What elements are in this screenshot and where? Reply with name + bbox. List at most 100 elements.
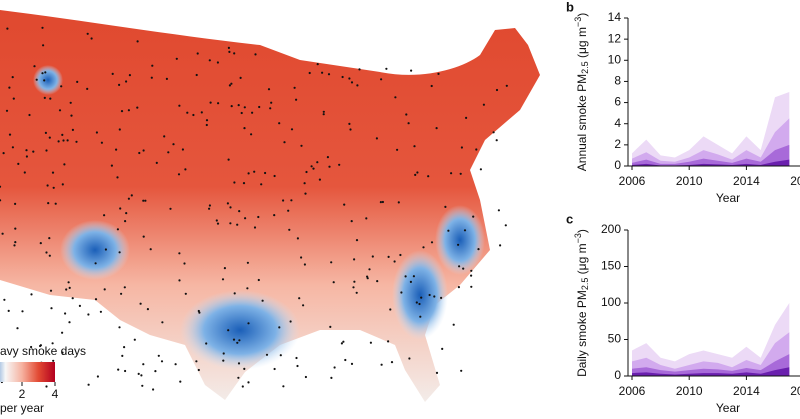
station-dot <box>216 222 220 225</box>
station-dot <box>470 274 473 277</box>
y-tick-label: 10 <box>608 52 622 66</box>
station-dot <box>118 83 121 86</box>
y-label-sub: 2.5 <box>580 61 590 74</box>
station-dot <box>120 292 123 295</box>
station-dot <box>44 71 47 74</box>
station-dot <box>16 327 19 330</box>
station-dot <box>237 362 241 365</box>
station-dot <box>264 171 267 175</box>
station-dot <box>260 183 263 186</box>
station-dot <box>197 309 200 313</box>
colorbar-tick-label: 2 <box>19 387 26 401</box>
station-dot <box>120 110 124 113</box>
station-dot <box>68 286 71 289</box>
station-dot <box>390 361 394 364</box>
station-dot <box>165 77 168 80</box>
station-dot <box>142 235 145 238</box>
station-dot <box>375 137 378 140</box>
station-dot <box>278 326 281 329</box>
station-dot <box>348 122 351 125</box>
station-dot <box>44 131 48 134</box>
station-dot <box>504 224 507 227</box>
station-dot <box>298 297 301 300</box>
station-dot <box>380 78 383 81</box>
station-dot <box>430 241 434 244</box>
station-dot <box>71 297 74 300</box>
station-dot <box>75 140 78 143</box>
station-dot <box>497 209 500 212</box>
station-dot <box>149 248 152 251</box>
station-dot <box>414 173 417 176</box>
station-dot <box>69 101 72 104</box>
station-dot <box>243 106 246 109</box>
station-dot <box>365 217 368 220</box>
station-dot <box>96 375 99 378</box>
station-dot <box>208 204 211 207</box>
station-dot <box>282 199 285 202</box>
station-dot <box>412 275 415 278</box>
station-dot <box>17 162 20 165</box>
station-dot <box>161 321 164 324</box>
station-dot <box>33 65 36 68</box>
station-dot <box>393 260 396 263</box>
station-dot <box>54 202 57 205</box>
station-dot <box>216 61 219 64</box>
station-dot <box>408 357 411 360</box>
y-tick-label: 8 <box>614 74 621 88</box>
station-dot <box>142 149 145 152</box>
map <box>0 10 540 402</box>
station-dot <box>217 102 220 105</box>
station-dot <box>174 363 177 366</box>
station-dot <box>273 214 276 217</box>
station-dot <box>303 263 306 266</box>
colorbar: avy smoke days per year 2 4 <box>0 344 86 415</box>
station-dot <box>505 84 508 87</box>
station-dot <box>155 161 158 164</box>
station-dot <box>94 262 97 265</box>
station-dot <box>495 139 498 142</box>
station-dot <box>369 341 372 344</box>
station-dot <box>399 253 402 257</box>
station-dot <box>175 57 178 60</box>
station-dot <box>413 145 416 148</box>
x-axis-label: Year <box>716 191 740 205</box>
station-dot <box>14 202 17 205</box>
station-dot <box>160 360 164 363</box>
station-dot <box>428 293 431 297</box>
station-dot <box>78 304 81 307</box>
station-dot <box>230 105 233 108</box>
station-dot <box>49 289 53 292</box>
y-label-sup: −3 <box>573 17 583 27</box>
station-dot <box>116 176 119 179</box>
station-dot <box>61 351 64 354</box>
station-dot <box>0 199 2 202</box>
station-dot <box>86 32 89 35</box>
station-dot <box>128 74 131 77</box>
x-tick-label: 2006 <box>619 174 646 188</box>
station-dot <box>410 69 413 72</box>
station-dot <box>45 385 48 388</box>
area <box>632 354 790 376</box>
station-dot <box>136 106 139 109</box>
station-dot <box>308 71 311 75</box>
station-dot <box>457 286 460 289</box>
station-dot <box>380 363 383 366</box>
station-dot <box>385 67 388 70</box>
station-dot <box>303 182 306 185</box>
station-dot <box>290 128 294 131</box>
station-dot <box>186 111 189 114</box>
station-dot <box>118 128 121 131</box>
station-dot <box>215 219 218 222</box>
station-dot <box>470 269 473 272</box>
station-dot <box>47 202 50 205</box>
y-label-text: Annual smoke PM <box>575 74 589 171</box>
station-dot <box>450 172 453 175</box>
y-tick-label: 6 <box>614 95 621 109</box>
x-tick-label: 2014 <box>733 174 760 188</box>
panel-label: c <box>566 211 573 226</box>
x-tick-label: 2006 <box>619 384 646 398</box>
station-dot <box>435 127 438 130</box>
station-dot <box>366 275 369 278</box>
y-tick-label: 150 <box>601 259 621 273</box>
station-dot <box>127 197 130 200</box>
